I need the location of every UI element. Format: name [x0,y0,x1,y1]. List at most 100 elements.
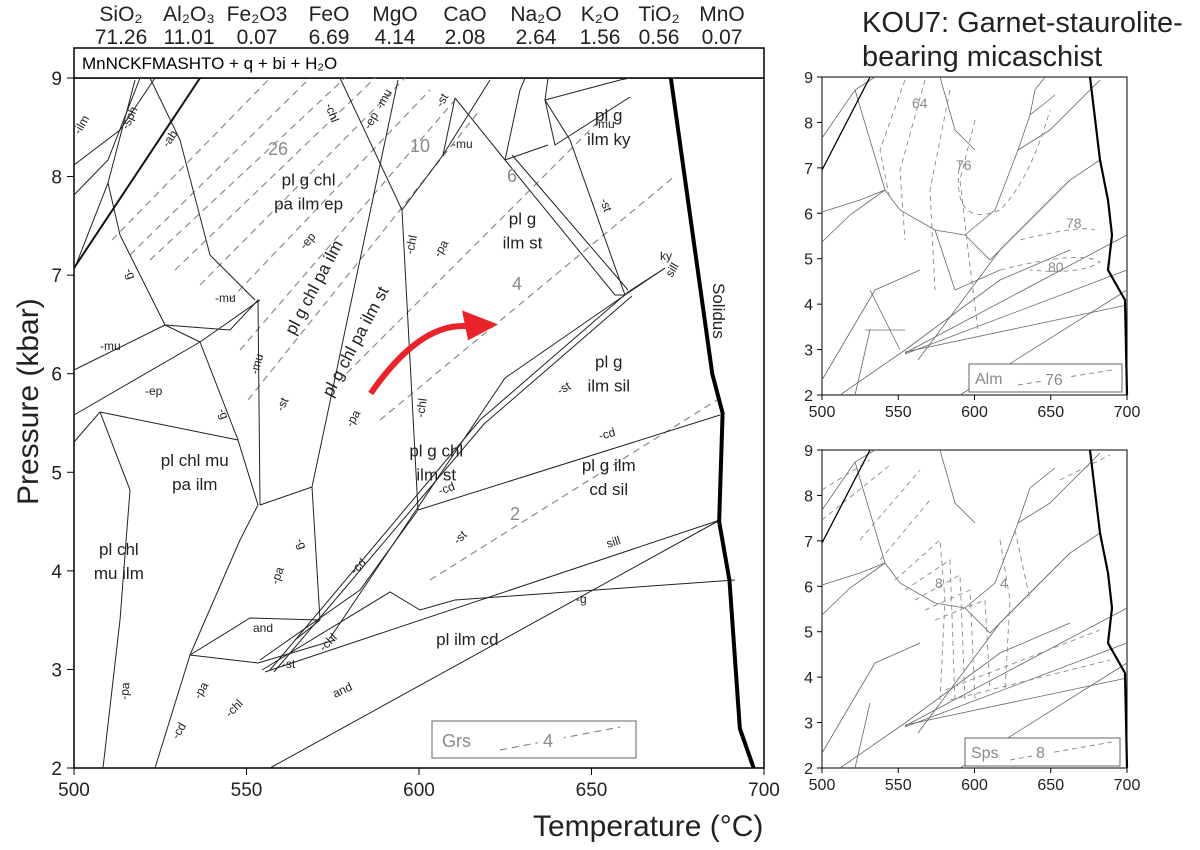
oxide-value: 71.26 [95,26,148,49]
oxide-name: Na₂O [510,3,561,26]
reaction-label: sill [605,533,623,551]
field-label-line: pl g chl [282,170,336,189]
reaction-label: -g [293,536,310,551]
y-tick-label: 2 [804,388,813,405]
reaction-label: -chl [322,101,342,124]
legend-box [431,720,637,759]
y-tick-label: 7 [804,161,813,178]
x-tick-label: 550 [885,777,912,794]
solidus-label: Solidus [709,283,728,339]
y-tick-label: 4 [51,562,62,583]
isopleth-value: 4 [512,274,522,294]
isopleth-value: 78 [1066,215,1082,231]
field-label: pl g ilm ky [587,106,631,149]
alm-ab-line [821,76,871,171]
x-tick-label: 600 [403,780,435,801]
reaction-label: -pa [117,681,132,700]
legend-name: Alm [975,371,1003,388]
reaction-label: ky [660,249,672,263]
reaction-label: -mu [594,117,615,131]
oxide-name: TiO₂ [638,3,679,26]
legend-value: 76 [1045,372,1063,389]
y-tick-label: 8 [804,115,813,132]
reaction-label: -chl [402,234,420,256]
reaction-label: -st [282,657,296,671]
field-label-line: pl g [595,106,622,125]
reaction-label: -cd [436,479,456,498]
alm-solidus [1088,76,1129,396]
field-label-line: mu ilm [94,564,144,583]
main-axes: 500 550 600 650 700 2 3 4 5 6 7 8 9 [51,69,779,801]
sps-solidus [1088,449,1129,769]
legend-mask [538,728,564,750]
y-tick-label: 3 [804,716,813,733]
field-label-line: pl g chl [409,441,463,460]
reaction-label: sill [662,260,681,279]
oxide-name: Fe₂O3 [227,3,288,26]
field-label: pl g chl ilm st [409,441,463,484]
grs-legend: Grs 4 [431,720,637,759]
y-tick-label: 2 [51,759,62,780]
field-label-line: pl chl mu [161,451,229,470]
x-tick-label: 550 [231,780,263,801]
field-label-line: pl chl [99,540,139,559]
oxide-value: 1.56 [580,26,621,49]
oxide-value: 0.07 [237,26,278,49]
reaction-label: -ep [145,384,163,398]
y-tick-label: 6 [804,579,813,596]
reaction-label: -st [597,196,615,214]
oxide-name: CaO [443,3,486,26]
field-label-line: pa ilm [172,475,217,494]
field-label-line: pl g [509,210,536,229]
y-tick-label: 9 [51,69,62,90]
isopleth-value: 26 [268,139,288,159]
x-tick-label: 500 [58,780,90,801]
field-label: pl ilm cd [436,630,498,649]
grs-isopleth-values: 26 10 6 4 2 [268,136,522,524]
field-label: pl chl mu pa ilm [161,451,229,494]
y-tick-label: 9 [804,70,813,87]
y-tick-label: 8 [51,168,62,189]
pt-path-arrow [368,310,498,396]
main-pseudosection: MnNCKFMASHTO + q + bi + H₂O [12,47,780,843]
y-tick-label: 6 [804,206,813,223]
sample-title-line2: bearing micaschist [862,41,1102,73]
x-tick-label: 650 [576,780,608,801]
x-tick-label: 500 [809,777,836,794]
field-label: pl g ilm cd sil [582,456,636,499]
x-tick-label: 650 [1037,404,1064,421]
field-label: pl chl mu ilm [94,540,144,583]
field-label: pl g ilm sil [588,353,631,396]
y-tick-label: 4 [804,297,813,314]
y-tick-label: 5 [804,252,813,269]
isopleth-value: 4 [1000,575,1008,591]
grs-isopleths [111,77,726,581]
x-axis-label: Temperature (°C) [533,810,763,843]
oxide-name: SiO₂ [99,3,142,26]
legend-mask [1032,744,1052,762]
legend-value: 8 [1036,745,1045,762]
legend-mask [1042,370,1068,388]
field-label-line: pl g ilm [582,456,636,475]
reaction-label: -g [576,592,587,606]
field-label-line: cd sil [589,480,628,499]
y-tick-label: 4 [804,670,813,687]
y-tick-label: 7 [51,266,62,287]
isopleth-value: 8 [935,575,943,591]
x-tick-label: 700 [1114,777,1141,794]
oxide-value: 0.07 [702,26,743,49]
isopleth-value: 64 [912,95,928,111]
sps-legend: Sps 8 [964,737,1121,767]
system-label-box [73,47,765,79]
y-tick-label: 2 [804,761,813,778]
field-label: pl g ilm st [503,210,543,253]
x-tick-label: 600 [961,404,988,421]
y-tick-label: 5 [804,625,813,642]
oxide-name: MnO [699,3,745,26]
sps-isopleth-values: 8 4 [935,575,1008,591]
oxide-name: FeO [309,3,350,26]
field-label-line: ilm st [416,465,456,484]
reaction-label: -cd [597,425,617,443]
